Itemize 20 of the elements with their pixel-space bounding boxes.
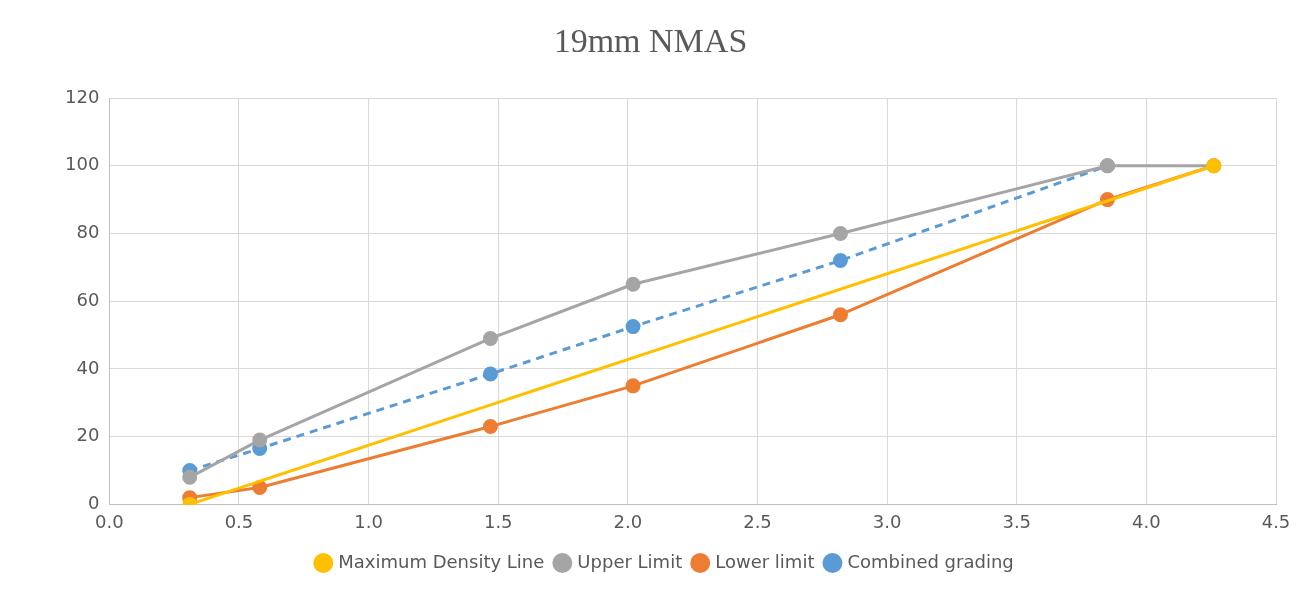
- x-tick-label: 4.5: [1261, 510, 1291, 532]
- x-tick-label: 0.5: [224, 510, 254, 532]
- legend-label: Combined grading: [847, 550, 1014, 572]
- x-tick-label: 2.5: [743, 510, 772, 532]
- y-tick-label: 120: [65, 85, 100, 107]
- y-tick-label: 60: [76, 288, 100, 310]
- x-tick-label: 1.0: [354, 510, 383, 532]
- chart-title: 19mm NMAS: [552, 22, 749, 60]
- x-tick-label: 4.0: [1132, 510, 1161, 532]
- legend-label: Upper Limit: [577, 550, 683, 572]
- y-tick-label: 20: [76, 424, 100, 446]
- x-tick-label: 3.5: [1002, 510, 1032, 532]
- y-tick-label: 40: [76, 356, 100, 378]
- y-tick-label: 100: [65, 153, 100, 175]
- y-tick-label: 80: [76, 221, 100, 243]
- legend-label: Maximum Density Line: [338, 550, 545, 572]
- x-tick-label: 3.0: [872, 510, 902, 532]
- x-tick-label: 2.0: [613, 510, 643, 532]
- legend-label: Lower limit: [715, 550, 815, 572]
- x-tick-label: 1.5: [483, 510, 513, 532]
